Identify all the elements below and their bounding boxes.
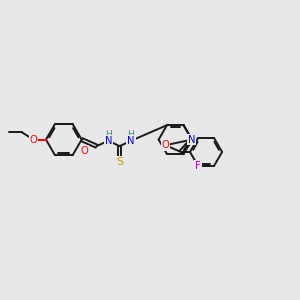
Text: S: S — [116, 157, 123, 166]
Text: F: F — [195, 161, 201, 171]
Text: N: N — [188, 135, 196, 145]
Text: O: O — [81, 146, 88, 156]
Text: O: O — [162, 140, 170, 150]
Text: N: N — [105, 136, 112, 146]
Text: H: H — [105, 130, 112, 139]
Text: H: H — [128, 130, 134, 139]
Text: O: O — [30, 135, 38, 145]
Text: N: N — [127, 136, 135, 146]
